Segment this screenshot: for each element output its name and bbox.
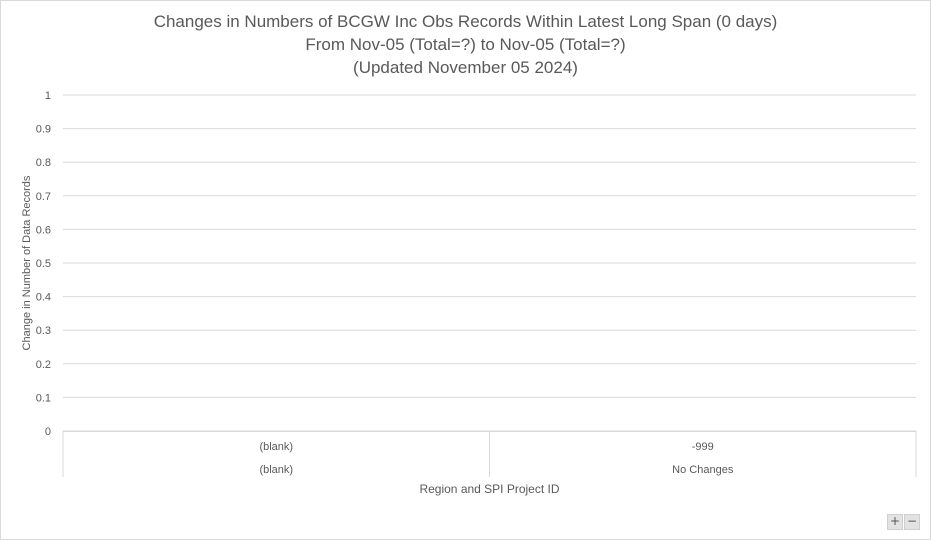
y-tick-label-4: 0.4: [36, 292, 51, 304]
y-tick-label-2: 0.2: [36, 359, 51, 371]
y-tick-label-6: 0.6: [36, 224, 51, 236]
y-tick-label-5: 0.5: [36, 258, 51, 270]
x-axis-title: Region and SPI Project ID: [419, 482, 559, 496]
y-tick-label-9: 0.9: [36, 124, 51, 136]
y-tick-label-8: 0.8: [36, 157, 51, 169]
y-tick-label-3: 0.3: [36, 325, 51, 337]
x-group-label-1: No Changes: [672, 464, 734, 476]
y-tick-label-0: 0: [45, 426, 51, 438]
x-category-label-0: (blank): [259, 441, 293, 453]
chart-title: Changes in Numbers of BCGW Inc Obs Recor…: [0, 10, 931, 79]
chart-title-line-1: Changes in Numbers of BCGW Inc Obs Recor…: [153, 12, 778, 31]
y-axis-title: Change in Number of Data Records: [21, 175, 33, 350]
zoom-out-button[interactable]: −: [904, 514, 920, 530]
zoom-in-button[interactable]: +: [887, 514, 903, 530]
y-tick-label-1: 0.1: [36, 392, 51, 404]
chart-title-line-3: (Updated November 05 2024): [353, 58, 578, 77]
x-category-label-1: -999: [692, 441, 714, 453]
y-tick-label-10: 1: [45, 90, 51, 102]
x-group-label-0: (blank): [259, 464, 293, 476]
y-tick-label-7: 0.7: [36, 191, 51, 203]
chart-title-line-2: From Nov-05 (Total=?) to Nov-05 (Total=?…: [305, 35, 626, 54]
